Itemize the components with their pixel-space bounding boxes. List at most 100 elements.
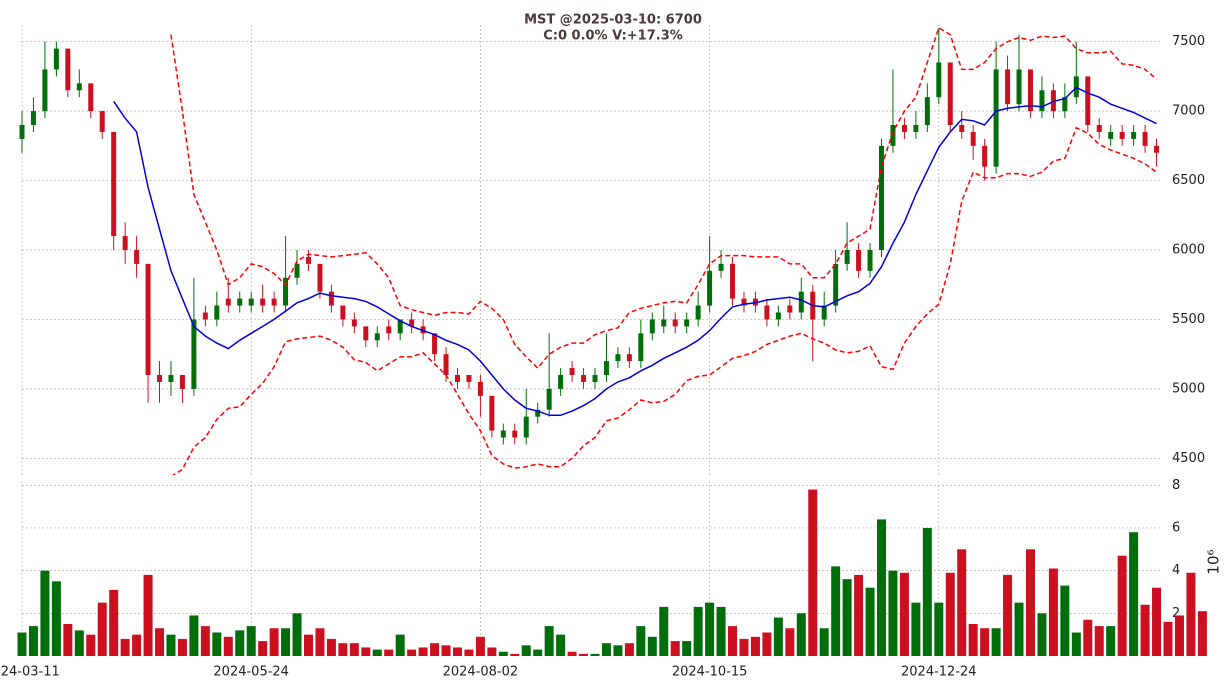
volume-bar [590,653,600,656]
candle-body [798,291,804,313]
volume-bar [441,645,451,656]
candle-body [454,375,460,382]
volume-bar [1186,572,1196,656]
candle-body [901,125,907,132]
candle-body [466,375,472,382]
candle-body [867,250,873,271]
candle-body [489,395,495,431]
volume-bar [728,626,738,656]
volume-bar [1060,585,1070,656]
candle-body [1131,131,1137,139]
candle-body [844,250,850,264]
candle-body [122,236,128,250]
candle-body [535,409,541,417]
candle-body [661,319,667,327]
candle-body [1062,97,1068,112]
volume-bar [464,649,474,656]
volume-bar [395,634,405,656]
volume-bar [968,623,978,656]
candle-body [1085,76,1091,125]
x-tick-label: 2024-12-24 [901,665,977,680]
volume-bar [888,570,898,656]
candle-body [924,97,930,125]
y-tick-label: 7500 [1172,34,1205,49]
volume-bar [338,643,348,656]
volume-unit: 10⁶ [1205,549,1223,574]
candle-body [374,333,380,341]
x-tick-label: 2024-05-24 [213,665,289,680]
candle-body [821,305,827,320]
candle-body [134,250,140,264]
volume-bar [258,641,268,656]
lower-band [171,126,1157,475]
volume-bar [785,628,795,656]
volume-bar [326,638,336,656]
candle-body [225,298,231,306]
volume-bar [475,636,485,656]
y-tick-label: 7000 [1172,104,1205,119]
candle-body [214,305,220,320]
candle-body [42,69,48,112]
candle-body [237,298,243,306]
volume-bar [567,651,577,656]
candle-body [443,354,449,375]
volume-bar [407,649,417,656]
volume-bar [1174,615,1184,656]
chart-title: MST @2025-03-10: 6700 [524,13,702,28]
volume-bar [670,641,680,656]
volume-bar [74,630,84,656]
candle-body [1005,69,1011,105]
volume-bar [945,572,955,656]
volume-bar [1048,568,1058,656]
candle-body [833,263,839,306]
candle-body [271,298,277,306]
volume-bar [51,581,61,656]
volume-bar [189,615,199,656]
candle-body [626,354,632,362]
volume-bar [831,566,841,656]
candle-body [581,375,587,382]
volume-bar [372,649,382,656]
y-tick-label: 4500 [1172,451,1205,466]
volume-bar [349,643,359,656]
candle-body [191,319,197,389]
volume-bar [200,626,210,656]
candle-body [1027,69,1033,112]
candle-body [890,125,896,146]
volume-bar [223,636,233,656]
volume-bar [17,632,27,656]
candle-body [179,375,185,389]
candle-body [638,333,644,362]
volume-bar [636,626,646,656]
candle-body [500,430,506,438]
volume-bar [521,645,531,656]
candle-body [695,305,701,320]
volume-bar [842,579,852,656]
candle-body [512,430,518,438]
y-tick-label: 6500 [1172,173,1205,188]
candle-body [592,375,598,382]
candle-body [707,270,713,306]
volume-bar [1152,587,1162,656]
volume-bar [773,617,783,656]
candle-body [947,62,953,125]
volume-bar [544,626,554,656]
x-tick-label: 2024-10-15 [672,665,748,680]
volume-bar [212,632,222,656]
candle-body [477,381,483,396]
volume-bar [166,634,176,656]
volume-bar [865,587,875,656]
volume-bar [40,570,50,656]
candle-body [351,319,357,327]
volume-bar [120,638,130,656]
volume-bar [934,602,944,656]
candle-body [649,319,655,334]
volume-bar [269,628,279,656]
candle-body [936,62,942,98]
candle-body [615,354,621,362]
volume-bar [911,602,921,656]
candle-body [1119,131,1125,139]
volume-bar [647,636,657,656]
candle-body [546,388,552,410]
